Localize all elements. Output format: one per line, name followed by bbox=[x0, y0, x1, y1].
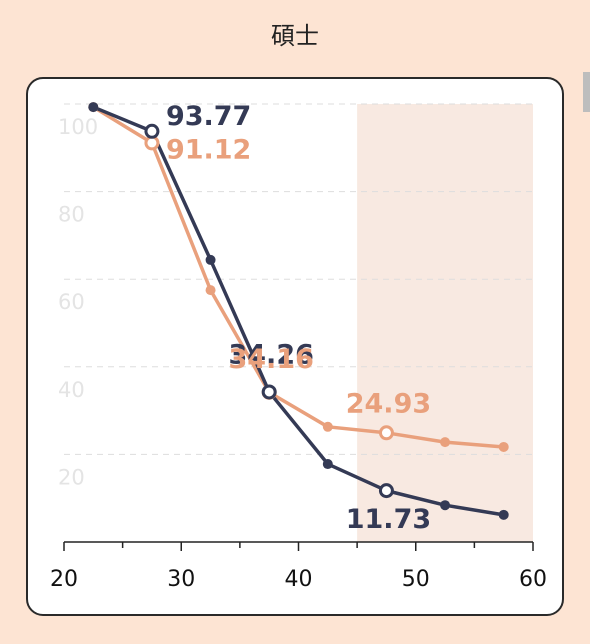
data-label: 34.16 bbox=[228, 344, 313, 375]
series-line bbox=[92, 105, 504, 449]
data-label: 34.26 bbox=[228, 339, 313, 370]
x-tick-label: 20 bbox=[50, 567, 78, 592]
y-tick-label: 100 bbox=[58, 115, 98, 139]
data-label: 91.12 bbox=[166, 134, 251, 165]
y-tick-label: 40 bbox=[58, 378, 85, 402]
data-point bbox=[440, 500, 451, 511]
data-label: 11.73 bbox=[346, 504, 431, 535]
chart-title: 碩士 bbox=[271, 22, 319, 50]
data-point bbox=[498, 441, 509, 452]
data-point bbox=[144, 123, 160, 139]
x-tick-label: 30 bbox=[167, 567, 195, 592]
data-point bbox=[378, 483, 394, 499]
series-line bbox=[92, 105, 504, 517]
data-label: 24.93 bbox=[346, 388, 431, 419]
shaded-region bbox=[357, 104, 533, 542]
data-point bbox=[322, 459, 333, 470]
y-tick-label: 60 bbox=[58, 290, 85, 314]
data-point bbox=[88, 102, 99, 113]
data-point bbox=[261, 384, 277, 400]
data-point bbox=[205, 285, 216, 296]
scrollbar[interactable] bbox=[583, 72, 590, 112]
x-tick-label: 50 bbox=[402, 567, 430, 592]
x-tick-label: 40 bbox=[285, 567, 313, 592]
data-point bbox=[205, 254, 216, 265]
data-point bbox=[440, 437, 451, 448]
x-tick-label: 60 bbox=[519, 567, 547, 592]
y-tick-label: 20 bbox=[58, 465, 85, 489]
data-point bbox=[378, 425, 394, 441]
data-point bbox=[498, 509, 509, 520]
data-point bbox=[322, 421, 333, 432]
y-tick-label: 80 bbox=[58, 203, 85, 227]
data-label: 93.77 bbox=[166, 101, 251, 132]
